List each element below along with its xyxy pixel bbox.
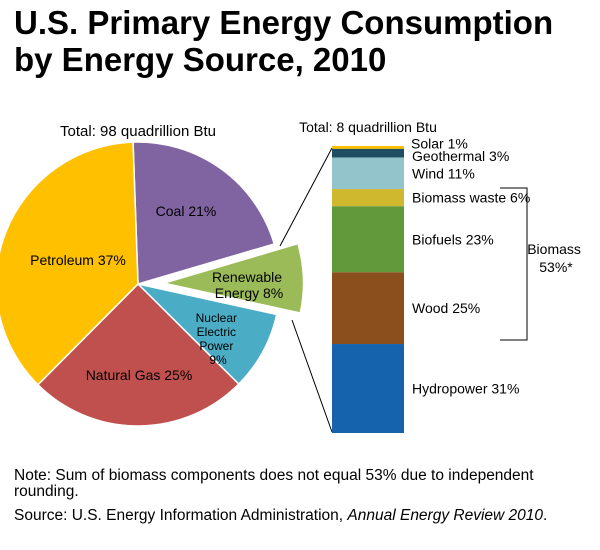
pie-slice-petroleum	[0, 141, 139, 386]
pie-label-renewable: Renewable Energy 8%	[212, 269, 286, 301]
bar-label-biomass-waste: Biomass waste 6%	[412, 190, 530, 206]
bar-segment-solar	[332, 146, 404, 149]
pie-slice-renewable	[161, 241, 306, 316]
connector-line-top	[279, 147, 333, 247]
bar-label-geothermal: Geothermal 3%	[412, 148, 509, 164]
pie-label-nuclear-line2: Electric	[197, 325, 236, 339]
pie-label-nuclear-line4: 9%	[209, 353, 227, 367]
source-prefix: Source: U.S. Energy Information Administ…	[14, 507, 348, 524]
chart-title-line2: by Energy Source, 2010	[14, 41, 387, 78]
bar-total-label: Total: 8 quadrillion Btu	[299, 119, 437, 135]
bar-label-solar: Solar 1%	[411, 135, 468, 151]
pie-label-petroleum: Petroleum 37%	[30, 252, 126, 268]
bar-segment-hydropower	[332, 344, 404, 433]
bar-segment-biomass-waste	[332, 189, 404, 207]
bar-label-biofuels: Biofuels 23%	[412, 231, 494, 247]
pie-slice-natural-gas	[36, 282, 240, 427]
pie-label-nuclear-line1: Nuclear	[196, 311, 237, 325]
connector-line-bottom	[291, 319, 333, 433]
pie-total-label: Total: 98 quadrillion Btu	[60, 123, 216, 140]
chart-title-line1: U.S. Primary Energy Consumption	[14, 4, 554, 41]
pie-slice-coal	[132, 141, 276, 285]
biomass-bracket-label-line1: Biomass	[527, 241, 581, 257]
bar-segment-geothermal	[332, 148, 404, 158]
bar-label-wood: Wood 25%	[412, 300, 480, 316]
bar-segment-wood	[332, 272, 404, 345]
biomass-bracket-label: Biomass 53%*	[527, 241, 585, 275]
bar-segment-wind	[332, 157, 404, 190]
stacked-bar: Solar 1%Geothermal 3%Wind 11% Biomass was…	[332, 135, 530, 433]
biomass-bracket-label-line2: 53%*	[539, 259, 573, 275]
chart-source: Source: U.S. Energy Information Administ…	[14, 508, 594, 524]
bar-segment-biofuels	[332, 206, 404, 273]
bar-label-wind: Wind 11%	[412, 165, 475, 181]
source-suffix: .	[543, 507, 548, 524]
pie-label-renewable-line2: Energy 8%	[215, 285, 283, 301]
pie-label-coal: Coal 21%	[156, 203, 217, 219]
pie-slice-nuclear	[135, 282, 278, 386]
pie-label-nuclear-line3: Power	[199, 339, 233, 353]
source-publication: Annual Energy Review 2010	[347, 507, 544, 524]
chart-title: U.S. Primary Energy Consumption by Energ…	[14, 4, 594, 78]
bar-label-hydropower: Hydropower 31%	[412, 381, 519, 397]
pie-label-natural-gas: Natural Gas 25%	[86, 367, 193, 383]
pie-label-renewable-line1: Renewable	[212, 269, 282, 285]
biomass-bracket	[500, 187, 528, 341]
chart-note: Note: Sum of biomass components does not…	[14, 467, 534, 500]
pie-label-nuclear: Nuclear Electric Power 9%	[196, 311, 241, 367]
